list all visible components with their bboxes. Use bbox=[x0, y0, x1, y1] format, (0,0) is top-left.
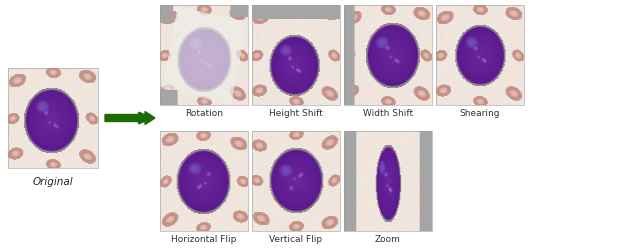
Bar bbox=[8, 68, 98, 168]
Bar bbox=[344, 131, 432, 231]
Text: Width Shift: Width Shift bbox=[363, 109, 413, 118]
Bar bbox=[252, 5, 340, 105]
Bar bbox=[160, 131, 248, 231]
Bar bbox=[252, 131, 340, 231]
Text: Shearing: Shearing bbox=[460, 109, 500, 118]
Bar bbox=[160, 5, 248, 105]
Text: Horizontal Flip: Horizontal Flip bbox=[172, 235, 237, 244]
Text: Rotation: Rotation bbox=[185, 109, 223, 118]
Bar bbox=[436, 5, 524, 105]
Text: Zoom: Zoom bbox=[375, 235, 401, 244]
Text: Original: Original bbox=[33, 177, 74, 187]
Text: Height Shift: Height Shift bbox=[269, 109, 323, 118]
Bar bbox=[344, 5, 432, 105]
Text: Vertical Flip: Vertical Flip bbox=[269, 235, 323, 244]
FancyArrow shape bbox=[105, 111, 155, 124]
